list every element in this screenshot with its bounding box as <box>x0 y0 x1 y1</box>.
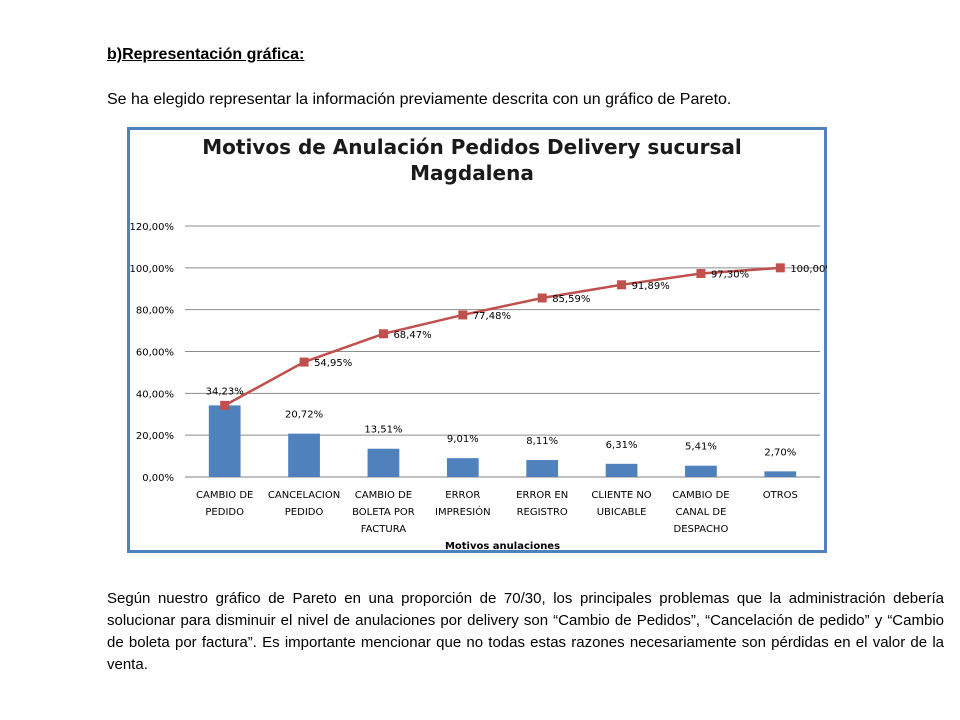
cumulative-point <box>458 310 468 320</box>
x-tick-label: PEDIDO <box>285 507 324 518</box>
bar-data-label: 9,01% <box>447 434 479 445</box>
x-tick-label: DESPACHO <box>674 524 729 535</box>
x-tick-label: BOLETA POR <box>352 507 415 518</box>
bar-data-label: 6,31% <box>606 440 638 451</box>
bar <box>288 433 320 477</box>
line-data-label: 68,47% <box>393 330 431 341</box>
x-tick-label: ERROR <box>445 490 480 501</box>
x-tick-label: ERROR EN <box>516 490 568 501</box>
x-tick-label: PEDIDO <box>205 507 244 518</box>
x-tick-label: CAMBIO DE <box>672 490 729 501</box>
cumulative-point <box>696 268 706 278</box>
line-data-label: 91,89% <box>632 281 670 292</box>
bar <box>685 465 717 477</box>
cumulative-point <box>299 357 309 367</box>
y-tick-label: 100,00% <box>130 264 175 275</box>
bar <box>208 405 241 477</box>
x-axis-title: Motivos anulaciones <box>445 541 560 552</box>
x-tick-label: FACTURA <box>361 524 406 535</box>
bar-data-label: 2,70% <box>764 447 796 458</box>
line-data-label: 97,30% <box>711 269 749 280</box>
chart-title-line-2: Magdalena <box>410 161 534 185</box>
bar <box>446 458 479 477</box>
cumulative-point <box>220 400 230 410</box>
bar-data-label: 8,11% <box>526 436 558 447</box>
section-heading: b)Representación gráfica: <box>107 46 305 63</box>
bar-data-label: 20,72% <box>285 410 323 421</box>
y-tick-label: 120,00% <box>130 222 175 233</box>
x-tick-label: OTROS <box>763 490 798 501</box>
line-data-label: 54,95% <box>314 358 352 369</box>
bar-data-label: 5,41% <box>685 442 717 453</box>
bar-data-label: 13,51% <box>364 425 402 436</box>
x-tick-label: CLIENTE NO <box>591 490 651 501</box>
bar <box>605 463 638 477</box>
conclusion-paragraph: Según nuestro gráfico de Pareto en una p… <box>107 590 944 673</box>
cumulative-point <box>617 280 627 290</box>
line-data-label: 100,00% <box>790 264 827 275</box>
y-tick-label: 40,00% <box>136 389 174 400</box>
bar <box>764 471 797 477</box>
chart-title: Motivos de Anulación Pedidos Delivery su… <box>130 134 814 186</box>
line-data-label: 85,59% <box>552 294 590 305</box>
chart-plot: 0,00% 20,00% 40,00% 60,00% 80,00% 100,00% 120,… <box>130 222 828 552</box>
pareto-chart: Motivos de Anulación Pedidos Delivery su… <box>127 127 827 553</box>
cumulative-point <box>775 263 785 273</box>
chart-title-line-1: Motivos de Anulación Pedidos Delivery su… <box>202 135 742 159</box>
bar-data-label: 34,23% <box>206 386 244 397</box>
line-data-label: 77,48% <box>473 311 511 322</box>
x-tick-label: IMPRESIÓN <box>435 505 491 518</box>
cumulative-point <box>378 329 388 339</box>
y-tick-label: 20,00% <box>136 431 174 442</box>
x-tick-label: CANAL DE <box>675 507 726 518</box>
x-tick-label: CAMBIO DE <box>355 490 412 501</box>
x-tick-label: CANCELACION <box>268 490 340 501</box>
intro-text: Se ha elegido representar la información… <box>107 91 732 108</box>
bar <box>367 448 400 477</box>
x-tick-label: UBICABLE <box>597 507 647 518</box>
y-tick-label: 0,00% <box>142 473 174 484</box>
x-tick-label: CAMBIO DE <box>196 490 253 501</box>
cumulative-line <box>224 266 781 407</box>
bar <box>526 460 559 477</box>
y-tick-label: 80,00% <box>136 306 174 317</box>
cumulative-point <box>537 293 547 303</box>
x-tick-label: REGISTRO <box>517 507 568 518</box>
y-tick-label: 60,00% <box>136 348 174 359</box>
